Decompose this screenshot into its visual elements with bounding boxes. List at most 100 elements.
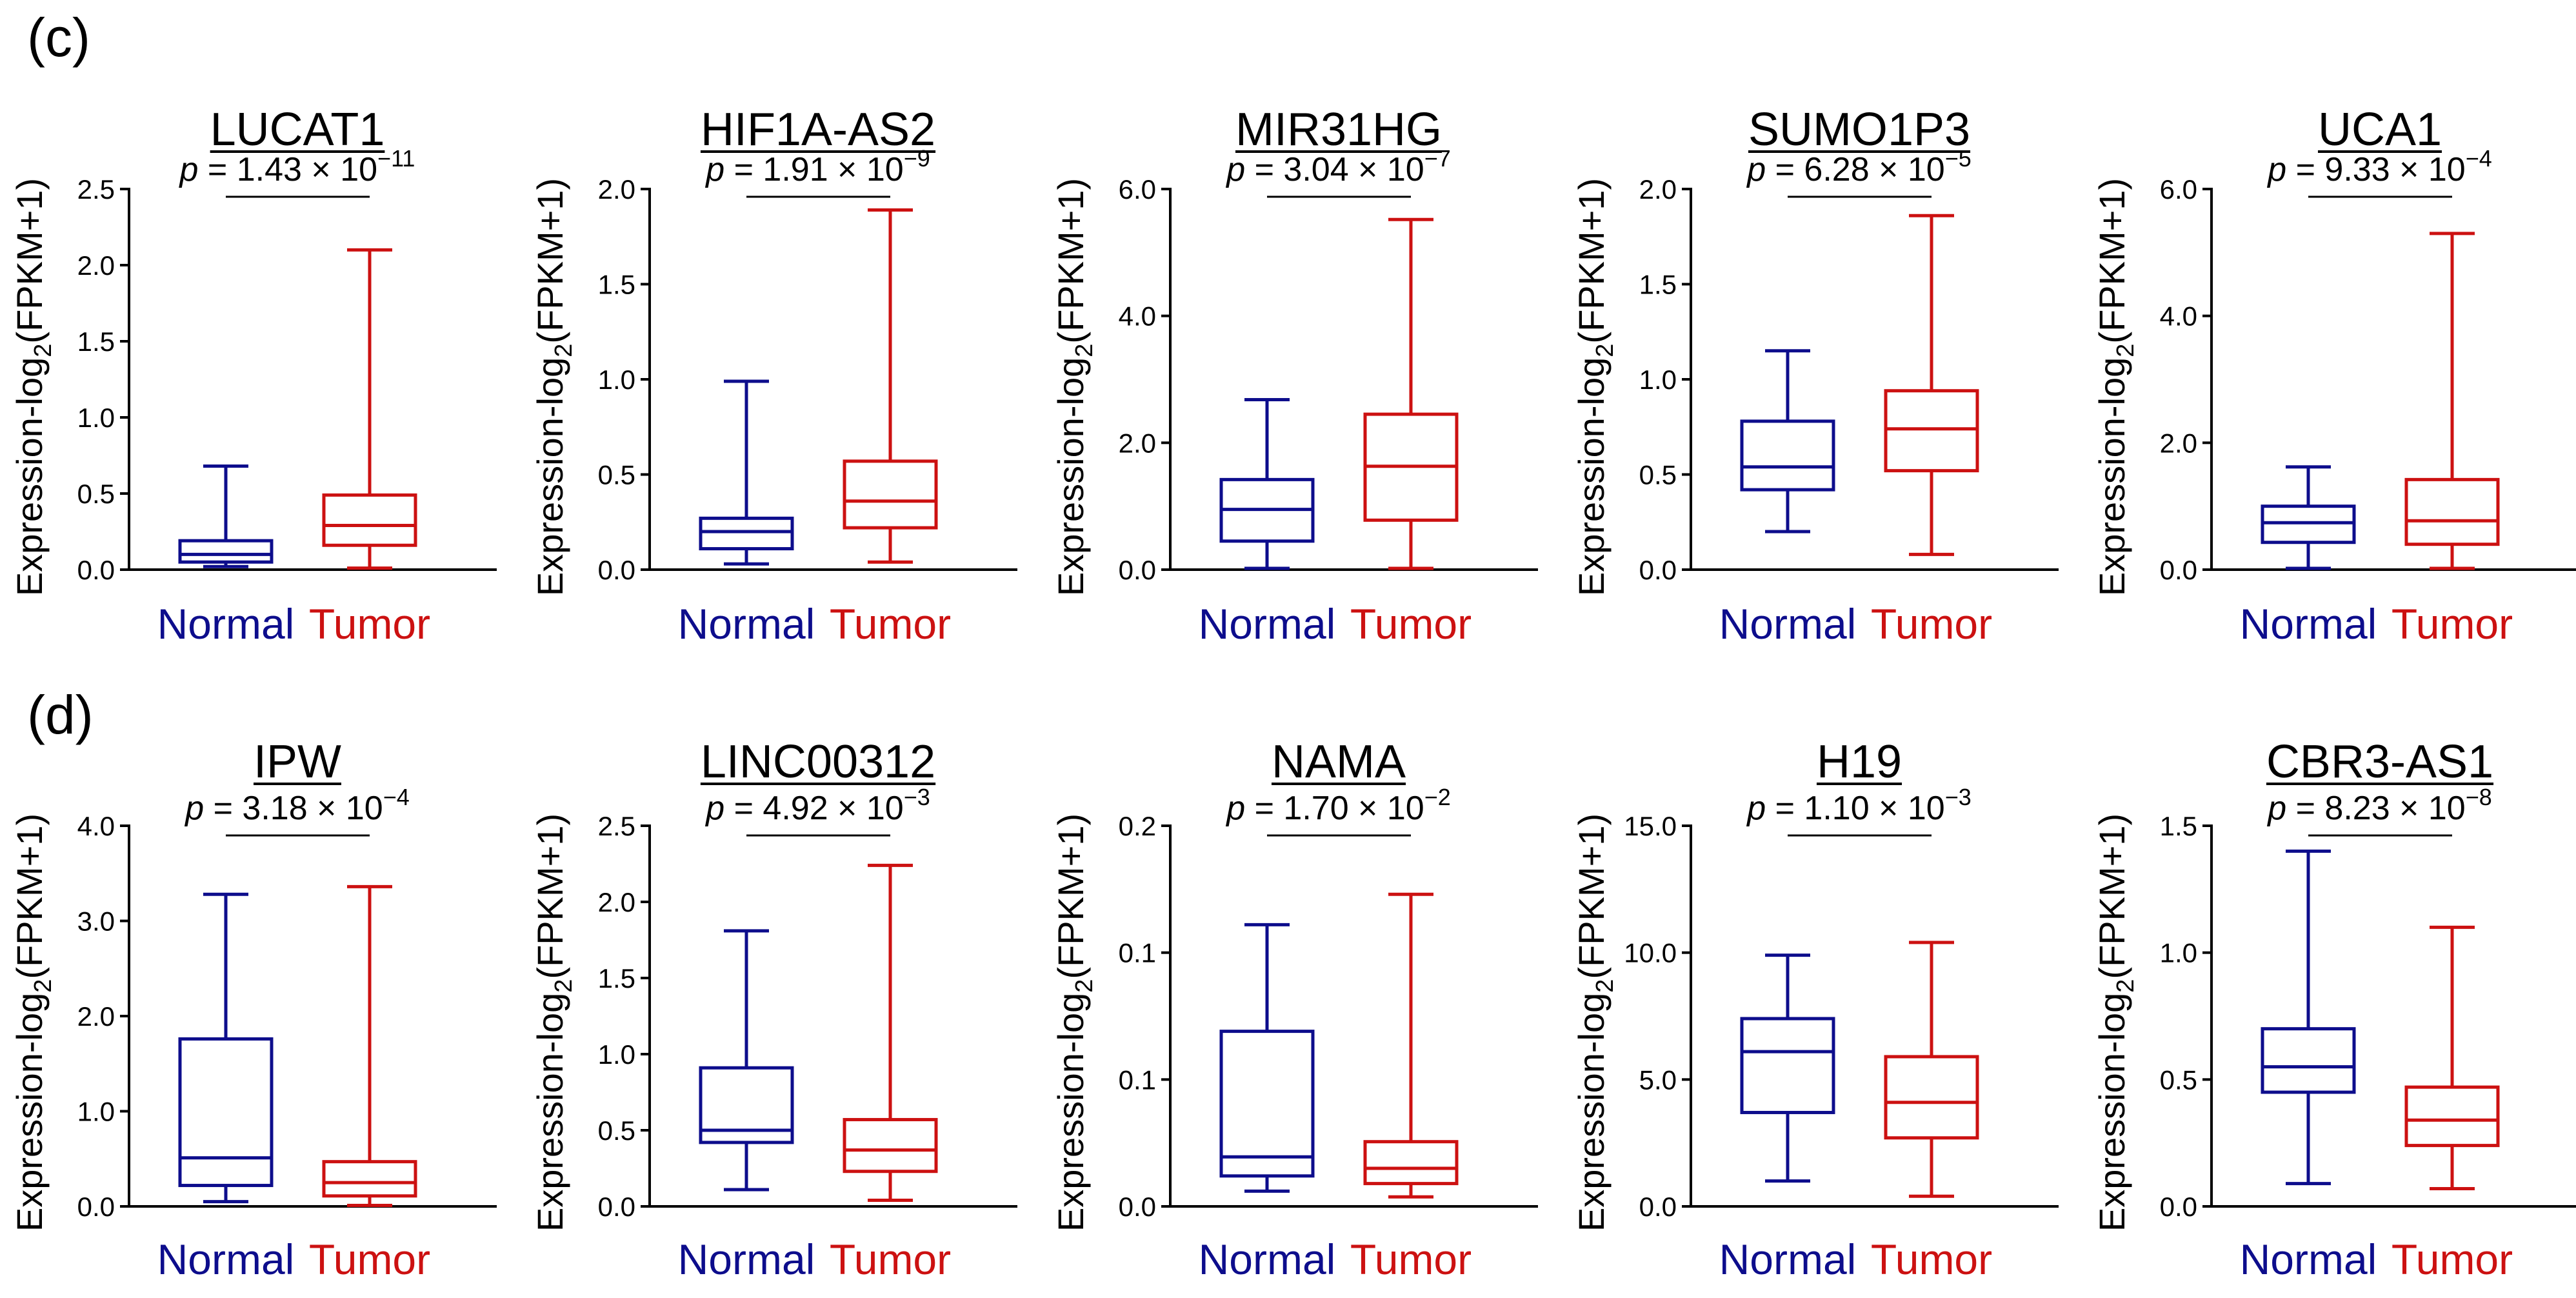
chart-ipw-normal-box xyxy=(178,892,274,1204)
chart-nama-tumor-group-label: Tumor xyxy=(1350,1235,1472,1283)
chart-uca1-tumor-group-label: Tumor xyxy=(2391,600,2513,648)
chart-uca1-y-tick-label: 2.0 xyxy=(2160,428,2197,458)
chart-nama-normal-group-label: Normal xyxy=(1199,1235,1336,1283)
chart-lucat1-normal-iqr-rect xyxy=(178,539,274,564)
chart-linc00312-p-value: p = 4.92 × 10−3 xyxy=(704,784,930,827)
chart-lucat1-p-value: p = 1.43 × 10−11 xyxy=(179,145,415,188)
chart-h19-tumor-iqr-rect xyxy=(1884,1055,1979,1140)
chart-lucat1-y-tick-label: 0.5 xyxy=(77,479,115,509)
chart-lucat1-normal-box xyxy=(178,464,274,568)
chart-lucat1-tumor-group-label: Tumor xyxy=(309,600,430,648)
chart-hif1a-as2-y-axis-label: Expression-log2(FPKM+1) xyxy=(530,178,577,596)
chart-hif1a-as2-tumor-box xyxy=(843,208,938,564)
chart-h19-tumor-group-label: Tumor xyxy=(1871,1235,1992,1283)
chart-cbr3-as1-y-tick-label: 0.0 xyxy=(2160,1192,2197,1222)
chart-h19-y-tick-label: 0.0 xyxy=(1639,1192,1677,1222)
chart-cbr3-as1-y-tick-label: 1.0 xyxy=(2160,938,2197,968)
chart-ipw-y-tick-label: 0.0 xyxy=(77,1192,115,1222)
chart-nama-tumor-iqr-rect xyxy=(1363,1140,1459,1186)
chart-linc00312-title: LINC00312 xyxy=(701,736,935,788)
chart-h19-y-tick-label: 15.0 xyxy=(1624,811,1677,841)
chart-uca1-p-value: p = 9.33 × 10−4 xyxy=(2266,145,2492,188)
chart-ipw-normal-group-label: Normal xyxy=(157,1235,295,1283)
chart-hif1a-as2-normal-box xyxy=(699,379,794,566)
chart-nama-y-tick-label: 0.0 xyxy=(1119,1192,1156,1222)
chart-linc00312-y-tick-label: 2.5 xyxy=(598,811,635,841)
chart-nama-y-tick-label: 0.2 xyxy=(1119,811,1156,841)
chart-sumo1p3-y-tick-label: 1.5 xyxy=(1639,270,1677,300)
chart-mir31hg-y-axis-label: Expression-log2(FPKM+1) xyxy=(1050,178,1098,596)
chart-lucat1-y-tick-label: 2.0 xyxy=(77,250,115,281)
chart-nama-y-tick-label: 0.1 xyxy=(1119,1064,1156,1095)
chart-mir31hg-tumor-box xyxy=(1363,217,1459,570)
chart-mir31hg-tumor-group-label: Tumor xyxy=(1350,600,1472,648)
chart-cbr3-as1-y-tick-label: 0.5 xyxy=(2160,1064,2197,1095)
chart-linc00312-y-tick-label: 0.5 xyxy=(598,1115,635,1146)
chart-sumo1p3-y-tick-label: 0.5 xyxy=(1639,460,1677,490)
chart-uca1-tumor-box xyxy=(2404,232,2500,570)
chart-h19-p-value: p = 1.10 × 10−3 xyxy=(1746,784,1972,827)
chart-sumo1p3-y-tick-label: 2.0 xyxy=(1639,174,1677,205)
chart-uca1-y-tick-label: 6.0 xyxy=(2160,174,2197,205)
chart-uca1-y-tick-label: 0.0 xyxy=(2160,555,2197,585)
chart-hif1a-as2-y-tick-label: 1.0 xyxy=(598,364,635,395)
chart-nama-p-value: p = 1.70 × 10−2 xyxy=(1225,784,1451,827)
chart-lucat1-y-axis-label: Expression-log2(FPKM+1) xyxy=(9,178,57,596)
chart-mir31hg-title: MIR31HG xyxy=(1235,104,1442,155)
chart-mir31hg-normal-box xyxy=(1219,397,1315,570)
panel-label-c: (c) xyxy=(27,7,90,68)
chart-mir31hg-y-tick-label: 6.0 xyxy=(1119,174,1156,205)
chart-linc00312-y-axis-label: Expression-log2(FPKM+1) xyxy=(530,814,577,1232)
chart-mir31hg-y-tick-label: 0.0 xyxy=(1119,555,1156,585)
chart-ipw-y-tick-label: 1.0 xyxy=(77,1097,115,1127)
chart-lucat1-normal-group-label: Normal xyxy=(157,600,295,648)
chart-mir31hg-y-tick-label: 2.0 xyxy=(1119,428,1156,458)
chart-ipw-tumor-box xyxy=(322,884,417,1208)
chart-cbr3-as1-tumor-group-label: Tumor xyxy=(2391,1235,2513,1283)
chart-cbr3-as1-y-tick-label: 1.5 xyxy=(2160,811,2197,841)
chart-h19-title: H19 xyxy=(1817,736,1902,788)
chart-h19-y-tick-label: 5.0 xyxy=(1639,1064,1677,1095)
chart-lucat1-y-tick-label: 1.5 xyxy=(77,326,115,357)
chart-lucat1-y-tick-label: 2.5 xyxy=(77,174,115,205)
chart-hif1a-as2-tumor-group-label: Tumor xyxy=(830,600,951,648)
chart-hif1a-as2-y-tick-label: 2.0 xyxy=(598,174,635,205)
chart-linc00312-y-tick-label: 2.0 xyxy=(598,887,635,917)
chart-linc00312-normal-iqr-rect xyxy=(699,1066,794,1144)
chart-uca1-normal-box xyxy=(2261,465,2356,570)
chart-lucat1-y-tick-label: 0.0 xyxy=(77,555,115,585)
chart-nama-tumor-box xyxy=(1363,892,1459,1199)
chart-hif1a-as2-y-tick-label: 1.5 xyxy=(598,270,635,300)
chart-h19-y-axis-label: Expression-log2(FPKM+1) xyxy=(1571,814,1619,1232)
chart-nama-normal-iqr-rect xyxy=(1219,1030,1315,1178)
chart-sumo1p3-tumor-iqr-rect xyxy=(1884,389,1979,473)
chart-sumo1p3-normal-iqr-rect xyxy=(1740,419,1835,492)
chart-linc00312-tumor-group-label: Tumor xyxy=(830,1235,951,1283)
chart-nama-normal-box xyxy=(1219,923,1315,1193)
chart-sumo1p3-y-tick-label: 1.0 xyxy=(1639,364,1677,395)
chart-sumo1p3-y-tick-label: 0.0 xyxy=(1639,555,1677,585)
chart-cbr3-as1-normal-iqr-rect xyxy=(2261,1027,2356,1094)
chart-uca1-tumor-iqr-rect xyxy=(2404,477,2500,546)
chart-hif1a-as2-y-tick-label: 0.0 xyxy=(598,555,635,585)
chart-uca1-y-axis-label: Expression-log2(FPKM+1) xyxy=(2092,178,2139,596)
chart-linc00312-y-tick-label: 0.0 xyxy=(598,1192,635,1222)
chart-cbr3-as1-tumor-iqr-rect xyxy=(2404,1085,2500,1148)
chart-hif1a-as2-title: HIF1A-AS2 xyxy=(701,104,935,155)
chart-h19-normal-iqr-rect xyxy=(1740,1017,1835,1114)
chart-ipw-title: IPW xyxy=(254,736,341,788)
chart-cbr3-as1-normal-group-label: Normal xyxy=(2240,1235,2377,1283)
chart-hif1a-as2-y-tick-label: 0.5 xyxy=(598,460,635,490)
chart-ipw-tumor-group-label: Tumor xyxy=(309,1235,430,1283)
chart-lucat1-tumor-box xyxy=(322,248,417,570)
chart-linc00312-normal-box xyxy=(699,929,794,1192)
chart-linc00312-y-tick-label: 1.5 xyxy=(598,963,635,993)
chart-lucat1-tumor-iqr-rect xyxy=(322,493,417,547)
